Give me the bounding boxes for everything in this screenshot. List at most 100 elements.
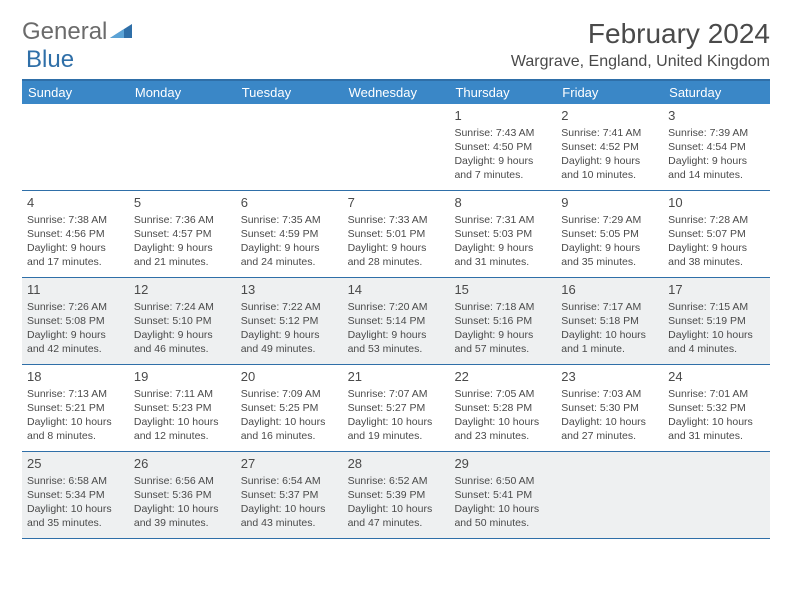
month-title: February 2024 (511, 18, 770, 50)
empty-cell (556, 452, 663, 538)
sunrise-text: Sunrise: 7:28 AM (668, 213, 765, 227)
daylight-text: Daylight: 9 hours and 49 minutes. (241, 328, 338, 356)
day-cell: 25Sunrise: 6:58 AMSunset: 5:34 PMDayligh… (22, 452, 129, 538)
day-cell: 18Sunrise: 7:13 AMSunset: 5:21 PMDayligh… (22, 365, 129, 451)
daylight-text: Daylight: 10 hours and 23 minutes. (454, 415, 551, 443)
sunset-text: Sunset: 5:14 PM (348, 314, 445, 328)
day-cell: 17Sunrise: 7:15 AMSunset: 5:19 PMDayligh… (663, 278, 770, 364)
daylight-text: Daylight: 10 hours and 16 minutes. (241, 415, 338, 443)
sunrise-text: Sunrise: 7:09 AM (241, 387, 338, 401)
day-cell: 8Sunrise: 7:31 AMSunset: 5:03 PMDaylight… (449, 191, 556, 277)
daylight-text: Daylight: 9 hours and 17 minutes. (27, 241, 124, 269)
day-number: 14 (348, 281, 445, 299)
sunset-text: Sunset: 5:10 PM (134, 314, 231, 328)
sunrise-text: Sunrise: 6:56 AM (134, 474, 231, 488)
brand-word-1: General (22, 18, 107, 46)
day-number: 20 (241, 368, 338, 386)
week-row: 11Sunrise: 7:26 AMSunset: 5:08 PMDayligh… (22, 278, 770, 365)
daylight-text: Daylight: 10 hours and 47 minutes. (348, 502, 445, 530)
day-cell: 12Sunrise: 7:24 AMSunset: 5:10 PMDayligh… (129, 278, 236, 364)
sunrise-text: Sunrise: 7:01 AM (668, 387, 765, 401)
day-number: 26 (134, 455, 231, 473)
title-block: February 2024 Wargrave, England, United … (511, 18, 770, 71)
day-header-row: SundayMondayTuesdayWednesdayThursdayFrid… (22, 81, 770, 104)
sunrise-text: Sunrise: 7:38 AM (27, 213, 124, 227)
day-cell: 14Sunrise: 7:20 AMSunset: 5:14 PMDayligh… (343, 278, 450, 364)
day-number: 4 (27, 194, 124, 212)
sunrise-text: Sunrise: 7:35 AM (241, 213, 338, 227)
day-cell: 26Sunrise: 6:56 AMSunset: 5:36 PMDayligh… (129, 452, 236, 538)
day-cell: 16Sunrise: 7:17 AMSunset: 5:18 PMDayligh… (556, 278, 663, 364)
daylight-text: Daylight: 10 hours and 1 minute. (561, 328, 658, 356)
week-row: 18Sunrise: 7:13 AMSunset: 5:21 PMDayligh… (22, 365, 770, 452)
day-cell: 13Sunrise: 7:22 AMSunset: 5:12 PMDayligh… (236, 278, 343, 364)
day-number: 15 (454, 281, 551, 299)
daylight-text: Daylight: 10 hours and 39 minutes. (134, 502, 231, 530)
sunset-text: Sunset: 5:01 PM (348, 227, 445, 241)
day-cell: 4Sunrise: 7:38 AMSunset: 4:56 PMDaylight… (22, 191, 129, 277)
daylight-text: Daylight: 10 hours and 19 minutes. (348, 415, 445, 443)
daylight-text: Daylight: 10 hours and 31 minutes. (668, 415, 765, 443)
sunrise-text: Sunrise: 7:41 AM (561, 126, 658, 140)
day-cell: 5Sunrise: 7:36 AMSunset: 4:57 PMDaylight… (129, 191, 236, 277)
week-row: 4Sunrise: 7:38 AMSunset: 4:56 PMDaylight… (22, 191, 770, 278)
sunset-text: Sunset: 4:54 PM (668, 140, 765, 154)
calendar: SundayMondayTuesdayWednesdayThursdayFrid… (22, 79, 770, 539)
day-cell: 24Sunrise: 7:01 AMSunset: 5:32 PMDayligh… (663, 365, 770, 451)
daylight-text: Daylight: 9 hours and 46 minutes. (134, 328, 231, 356)
header: General February 2024 Wargrave, England,… (22, 18, 770, 71)
day-cell: 21Sunrise: 7:07 AMSunset: 5:27 PMDayligh… (343, 365, 450, 451)
day-number: 8 (454, 194, 551, 212)
empty-cell (343, 104, 450, 190)
sunset-text: Sunset: 5:27 PM (348, 401, 445, 415)
sunrise-text: Sunrise: 7:22 AM (241, 300, 338, 314)
sunset-text: Sunset: 4:50 PM (454, 140, 551, 154)
brand-logo: General (22, 18, 132, 46)
day-number: 7 (348, 194, 445, 212)
sunset-text: Sunset: 5:25 PM (241, 401, 338, 415)
sunset-text: Sunset: 5:39 PM (348, 488, 445, 502)
daylight-text: Daylight: 9 hours and 21 minutes. (134, 241, 231, 269)
day-number: 23 (561, 368, 658, 386)
empty-cell (236, 104, 343, 190)
daylight-text: Daylight: 10 hours and 35 minutes. (27, 502, 124, 530)
sunrise-text: Sunrise: 7:24 AM (134, 300, 231, 314)
day-number: 6 (241, 194, 338, 212)
sunset-text: Sunset: 4:57 PM (134, 227, 231, 241)
sunrise-text: Sunrise: 7:43 AM (454, 126, 551, 140)
sunrise-text: Sunrise: 6:52 AM (348, 474, 445, 488)
day-header: Sunday (22, 81, 129, 104)
sunrise-text: Sunrise: 7:18 AM (454, 300, 551, 314)
day-number: 24 (668, 368, 765, 386)
sunrise-text: Sunrise: 7:31 AM (454, 213, 551, 227)
sunrise-text: Sunrise: 7:17 AM (561, 300, 658, 314)
day-number: 22 (454, 368, 551, 386)
day-cell: 28Sunrise: 6:52 AMSunset: 5:39 PMDayligh… (343, 452, 450, 538)
brand-word-2: Blue (26, 46, 74, 74)
daylight-text: Daylight: 10 hours and 50 minutes. (454, 502, 551, 530)
daylight-text: Daylight: 9 hours and 7 minutes. (454, 154, 551, 182)
empty-cell (22, 104, 129, 190)
sunrise-text: Sunrise: 7:26 AM (27, 300, 124, 314)
day-number: 25 (27, 455, 124, 473)
daylight-text: Daylight: 10 hours and 12 minutes. (134, 415, 231, 443)
daylight-text: Daylight: 10 hours and 4 minutes. (668, 328, 765, 356)
day-cell: 20Sunrise: 7:09 AMSunset: 5:25 PMDayligh… (236, 365, 343, 451)
sunrise-text: Sunrise: 7:05 AM (454, 387, 551, 401)
day-cell: 7Sunrise: 7:33 AMSunset: 5:01 PMDaylight… (343, 191, 450, 277)
sunset-text: Sunset: 4:52 PM (561, 140, 658, 154)
sunset-text: Sunset: 5:28 PM (454, 401, 551, 415)
sunrise-text: Sunrise: 7:11 AM (134, 387, 231, 401)
day-cell: 23Sunrise: 7:03 AMSunset: 5:30 PMDayligh… (556, 365, 663, 451)
day-cell: 11Sunrise: 7:26 AMSunset: 5:08 PMDayligh… (22, 278, 129, 364)
day-header: Saturday (663, 81, 770, 104)
day-number: 13 (241, 281, 338, 299)
day-number: 3 (668, 107, 765, 125)
daylight-text: Daylight: 9 hours and 35 minutes. (561, 241, 658, 269)
empty-cell (129, 104, 236, 190)
sunset-text: Sunset: 5:37 PM (241, 488, 338, 502)
day-cell: 29Sunrise: 6:50 AMSunset: 5:41 PMDayligh… (449, 452, 556, 538)
day-number: 5 (134, 194, 231, 212)
sunset-text: Sunset: 5:23 PM (134, 401, 231, 415)
daylight-text: Daylight: 10 hours and 27 minutes. (561, 415, 658, 443)
